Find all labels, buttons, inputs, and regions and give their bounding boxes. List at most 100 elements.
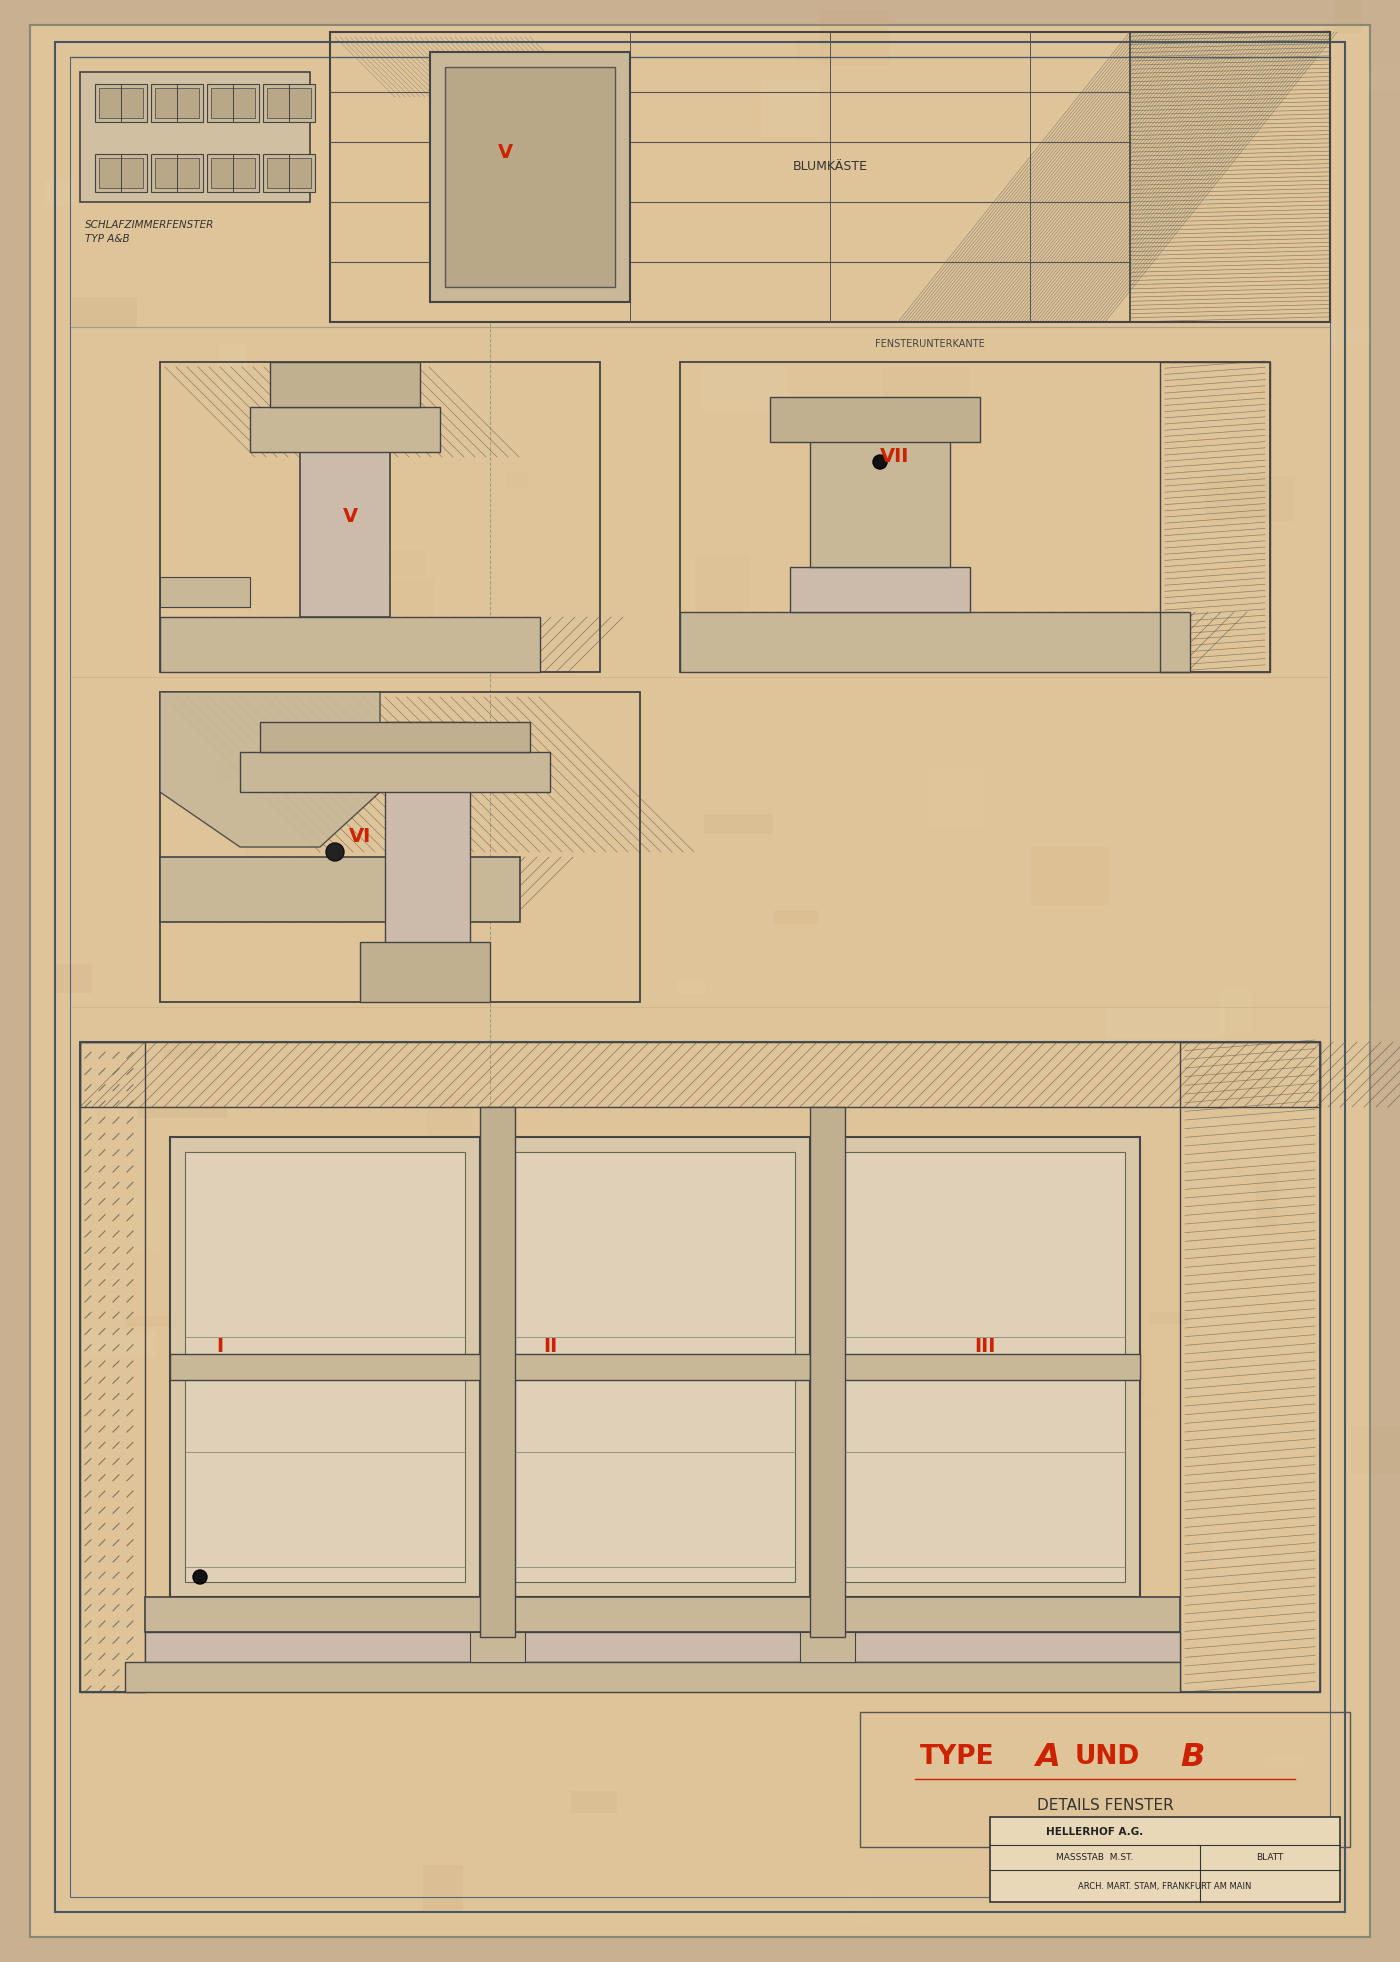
Bar: [1106, 1350, 1144, 1397]
Bar: [55, 965, 92, 993]
Bar: [654, 859, 703, 899]
Bar: [160, 616, 540, 673]
Bar: [83, 1330, 155, 1358]
Circle shape: [193, 1570, 207, 1583]
Bar: [1218, 1852, 1296, 1884]
Text: DETAILS FENSTER: DETAILS FENSTER: [1036, 1797, 1173, 1813]
Text: A: A: [1035, 1742, 1060, 1772]
Bar: [146, 1597, 1180, 1632]
Bar: [797, 37, 825, 63]
Text: VI: VI: [349, 828, 371, 846]
Bar: [1180, 1042, 1320, 1691]
Bar: [217, 761, 291, 781]
Bar: [1180, 1069, 1275, 1116]
Bar: [447, 53, 484, 65]
Bar: [676, 979, 706, 995]
Text: V: V: [343, 508, 357, 526]
Bar: [515, 1152, 795, 1581]
Bar: [641, 1466, 703, 1519]
Bar: [186, 1623, 283, 1664]
Text: VII: VII: [881, 447, 910, 467]
Bar: [74, 1234, 158, 1277]
Text: BLATT: BLATT: [1256, 1854, 1284, 1862]
Bar: [1218, 432, 1303, 445]
Bar: [1011, 1654, 1056, 1693]
Bar: [956, 1181, 1070, 1197]
Bar: [1096, 1405, 1159, 1419]
Bar: [169, 1138, 480, 1597]
Bar: [158, 1185, 245, 1228]
Bar: [1032, 848, 1110, 904]
Bar: [95, 84, 147, 122]
Bar: [207, 84, 259, 122]
Text: III: III: [974, 1338, 995, 1356]
Bar: [1302, 65, 1400, 90]
Bar: [770, 396, 980, 441]
Bar: [1149, 1313, 1189, 1324]
Bar: [480, 1107, 515, 1636]
Bar: [270, 363, 420, 406]
Bar: [421, 1187, 487, 1236]
Bar: [353, 579, 434, 630]
Bar: [377, 634, 428, 671]
Text: HELLERHOF A.G.: HELLERHOF A.G.: [1046, 1827, 1144, 1836]
Bar: [746, 963, 805, 987]
Bar: [175, 1852, 258, 1878]
Bar: [146, 1632, 1180, 1662]
Bar: [239, 751, 550, 793]
Bar: [151, 84, 203, 122]
Bar: [790, 567, 970, 612]
Bar: [680, 363, 1270, 673]
Bar: [830, 1138, 1140, 1597]
Bar: [911, 822, 941, 850]
Bar: [1218, 1381, 1239, 1438]
Bar: [820, 10, 889, 65]
Circle shape: [874, 455, 888, 469]
Bar: [99, 159, 143, 188]
Bar: [507, 473, 528, 489]
Bar: [1266, 1756, 1305, 1768]
Bar: [1219, 989, 1250, 1034]
Bar: [571, 1791, 616, 1813]
Bar: [267, 159, 311, 188]
Bar: [45, 181, 74, 206]
Text: FENSTERUNTERKANTE: FENSTERUNTERKANTE: [875, 339, 984, 349]
Bar: [160, 577, 251, 606]
Bar: [80, 1042, 1320, 1107]
Text: SCHLAFZIMMERFENSTER
TYP A&B: SCHLAFZIMMERFENSTER TYP A&B: [85, 220, 214, 243]
Bar: [423, 1864, 463, 1911]
Bar: [211, 88, 255, 118]
Bar: [365, 844, 456, 887]
Bar: [160, 857, 519, 922]
Circle shape: [326, 844, 344, 861]
Bar: [445, 67, 615, 286]
Bar: [139, 1105, 227, 1118]
Bar: [799, 1632, 855, 1662]
Bar: [125, 1509, 211, 1538]
Bar: [311, 881, 400, 903]
Bar: [927, 769, 984, 826]
Bar: [319, 734, 347, 746]
Bar: [427, 1093, 473, 1134]
Bar: [1161, 363, 1270, 673]
Bar: [503, 1318, 539, 1354]
Bar: [967, 1615, 1001, 1672]
Bar: [80, 1042, 146, 1691]
Bar: [245, 846, 335, 889]
Bar: [80, 1042, 1320, 1691]
Bar: [430, 53, 630, 302]
Bar: [1336, 0, 1361, 33]
Bar: [1231, 1307, 1261, 1328]
Bar: [1106, 1008, 1225, 1038]
Bar: [169, 1354, 480, 1379]
Bar: [125, 1662, 1180, 1691]
Text: II: II: [543, 1338, 557, 1356]
Bar: [190, 1265, 305, 1291]
Bar: [722, 634, 785, 681]
Bar: [211, 159, 255, 188]
Bar: [260, 722, 531, 751]
Bar: [797, 408, 820, 467]
Bar: [126, 1317, 230, 1326]
Bar: [931, 449, 1030, 498]
Bar: [155, 88, 199, 118]
